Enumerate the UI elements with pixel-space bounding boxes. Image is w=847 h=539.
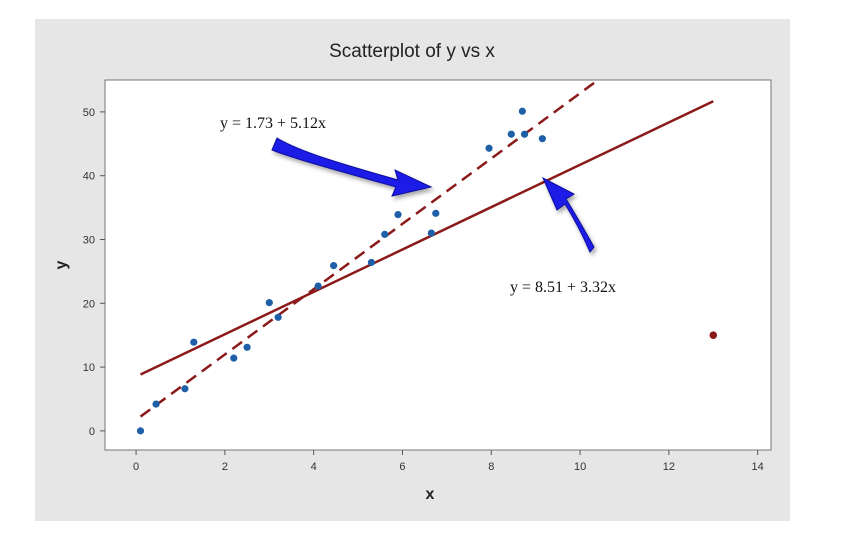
data-points: [136, 107, 718, 435]
x-tick-label: 6: [399, 461, 405, 473]
y-axis-label: y: [53, 260, 70, 269]
data-point: [485, 144, 493, 152]
fit-lines: [139, 79, 714, 418]
x-tick-label: 2: [222, 461, 228, 473]
data-point: [314, 282, 322, 290]
x-tick-label: 4: [311, 461, 317, 473]
y-tick-label: 20: [83, 298, 95, 310]
y-tick-label: 0: [89, 426, 95, 438]
data-point: [181, 385, 189, 393]
y-tick-label: 10: [83, 362, 95, 374]
arrow-to-dashed-line-icon: [271, 137, 433, 197]
x-axis-label: x: [426, 486, 435, 503]
y-tick-label: 40: [83, 171, 95, 183]
solid-line-equation: y = 8.51 + 3.32x: [510, 279, 616, 296]
data-point: [538, 135, 546, 143]
data-point: [518, 107, 526, 115]
dashed-line-equation: y = 1.73 + 5.12x: [220, 115, 326, 132]
annotation-arrows: [271, 137, 595, 253]
data-point: [381, 230, 389, 238]
x-axis-ticks: 0 2 4 6 8 10 12 14: [133, 450, 764, 473]
chart-title: Scatterplot of y vs x: [329, 41, 495, 62]
data-point: [507, 130, 515, 138]
x-tick-label: 12: [663, 461, 675, 473]
y-tick-label: 50: [83, 107, 95, 119]
data-point: [432, 209, 440, 217]
data-point: [265, 299, 273, 307]
data-point: [230, 354, 238, 362]
data-point: [136, 427, 145, 435]
arrow-to-solid-line-icon: [541, 176, 595, 253]
y-tick-label: 30: [83, 234, 95, 246]
solid-fit-line: [139, 100, 714, 376]
data-point: [427, 229, 435, 237]
x-tick-label: 0: [133, 461, 139, 473]
data-point: [520, 130, 529, 138]
data-point: [243, 343, 251, 351]
data-point: [190, 338, 198, 346]
plot-area: [104, 79, 772, 451]
x-tick-label: 8: [488, 461, 494, 473]
data-point: [394, 211, 402, 219]
data-point: [274, 313, 282, 321]
x-tick-label: 10: [574, 461, 586, 473]
data-point: [152, 400, 160, 408]
data-point: [367, 258, 375, 267]
y-axis-ticks: 0 10 20 30 40 50: [83, 107, 105, 438]
data-point: [330, 262, 338, 270]
x-tick-label: 14: [752, 461, 764, 473]
outlier-point: [709, 331, 718, 339]
